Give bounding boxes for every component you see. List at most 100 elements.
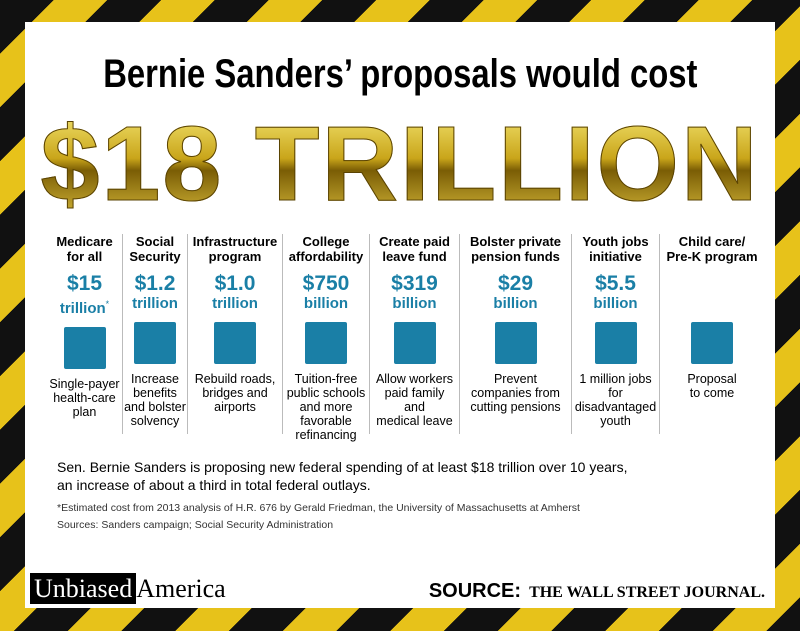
column-heading: Child care/Pre-K program: [660, 234, 764, 272]
heading-line: Medicare: [56, 234, 113, 249]
unit: trillion: [132, 295, 178, 312]
description-line: medical leave: [376, 414, 453, 428]
description-line: bridges and: [202, 386, 268, 400]
heading-line: affordability: [288, 249, 364, 264]
amount: [660, 272, 764, 296]
brand-left: Unbiased America: [30, 573, 226, 604]
heading-line: College: [302, 234, 350, 249]
description: Rebuild roads, bridges and airports: [188, 372, 282, 414]
icon: [691, 322, 733, 364]
brand-boxed: Unbiased: [30, 573, 137, 604]
heading-line: Security: [129, 249, 181, 264]
description-line: companies from: [471, 386, 560, 400]
description-line: benefits: [133, 386, 177, 400]
sources: Sources: Sanders campaign; Social Securi…: [57, 519, 334, 531]
description-line: airports: [214, 400, 256, 414]
amount: $5.5: [595, 272, 636, 295]
heading-line: for all: [66, 249, 103, 264]
description-line: Increase: [131, 372, 179, 386]
description-line: and bolster: [124, 400, 186, 414]
panel: Bernie Sanders’ proposals would cost $18…: [25, 22, 775, 608]
column-heading: Youth jobs initiative: [572, 234, 659, 272]
description-line: and: [404, 400, 425, 414]
unit: [660, 296, 764, 312]
icon: [134, 322, 176, 364]
heading-line: initiative: [589, 249, 642, 264]
description-line: Prevent: [493, 372, 538, 386]
description-line: plan: [72, 405, 97, 419]
heading-line: leave fund: [382, 249, 447, 264]
unit: billion: [593, 295, 638, 312]
description-line: solvency: [130, 414, 180, 428]
description-line: Rebuild roads,: [194, 372, 276, 386]
icon: [594, 322, 637, 364]
description-line: youth: [600, 414, 631, 428]
description: 1 million jobs for disadvantaged youth: [572, 372, 659, 428]
amount: $750: [302, 272, 350, 295]
icon: [393, 322, 436, 364]
description-line: disadvantaged: [574, 400, 657, 414]
description-line: Tuition-free: [294, 372, 358, 386]
heading-line: Social: [135, 234, 175, 249]
icon: [214, 322, 256, 364]
amount: $1.2: [134, 272, 176, 295]
summary-line: Sen. Bernie Sanders is proposing new fed…: [57, 459, 628, 475]
column: Youth jobs initiative $5.5 billion 1 million…: [572, 234, 660, 434]
column-heading: Social Security: [123, 234, 187, 272]
column-heading: College affordability: [283, 234, 369, 272]
unit: trillion: [212, 295, 258, 312]
description: Allow workers paid family and medical leave: [370, 372, 459, 428]
brand-plain: America: [136, 574, 226, 603]
icon: [494, 322, 537, 364]
heading-line: Create paid: [379, 234, 450, 249]
column-heading: Bolster private pension funds: [460, 234, 571, 272]
column: Create paid leave fund $319 billion Allow wo…: [370, 234, 460, 434]
brand-right: SOURCE: THE WALL STREET JOURNAL.: [429, 580, 765, 603]
column: Bolster private pension funds $29 billion Pr…: [460, 234, 572, 434]
unit: billion: [303, 295, 349, 312]
heading-line: Youth jobs: [582, 234, 649, 249]
column: College affordability $750 billion Tuition-f…: [283, 234, 370, 442]
description: Increase benefits and bolster solvency: [123, 372, 187, 428]
summary-line: an increase of about a third in total fe…: [57, 477, 371, 493]
description-line: 1 million jobs for: [579, 372, 652, 400]
amount: $319: [391, 272, 438, 295]
column: Infrastructure program $1.0 trillion Rebuild…: [188, 234, 283, 434]
description-line: Allow workers: [375, 372, 454, 386]
column-heading: Medicare for all: [47, 234, 122, 272]
description-line: Proposal: [687, 372, 737, 386]
summary: Sen. Bernie Sanders is proposing new fed…: [57, 458, 627, 494]
description: Proposal to come: [660, 372, 764, 400]
unit: billion: [493, 295, 538, 312]
source-label: SOURCE:: [428, 580, 522, 602]
unit: trillion*: [59, 299, 110, 317]
description-line: and more: [299, 400, 353, 414]
amount: $29: [497, 272, 534, 295]
description-line: paid family: [384, 386, 445, 400]
description-line: health-care: [53, 391, 116, 405]
source-name: THE WALL STREET JOURNAL.: [529, 584, 765, 601]
heading-line: Child care/: [678, 234, 746, 249]
description-line: Single-payer: [49, 377, 120, 391]
footnote: *Estimated cost from 2013 analysis of H.…: [57, 502, 580, 514]
column: Medicare for all $15 trillion* Single-payer h…: [47, 234, 123, 434]
column: Child care/Pre-K program Proposal to come: [660, 234, 764, 434]
description-line: cutting pensions: [470, 400, 561, 414]
heading-line: program: [208, 249, 262, 264]
icon: [305, 322, 347, 364]
heading-line: Infrastructure: [192, 234, 278, 249]
description-line: refinancing: [295, 428, 357, 442]
heading-line: pension funds: [471, 249, 560, 264]
headline: $18 TRILLION: [25, 104, 775, 225]
column-heading: Infrastructure program: [188, 234, 282, 272]
description: Tuition-free public schools and more favora…: [283, 372, 369, 442]
column: Social Security $1.2 trillion Increase benefi…: [123, 234, 188, 434]
amount: $1.0: [214, 272, 256, 295]
heading-line: Bolster private: [469, 234, 562, 249]
column-heading: Create paid leave fund: [370, 234, 459, 272]
icon: [63, 327, 106, 369]
description-line: to come: [689, 386, 735, 400]
title-text: Bernie Sanders’ proposals would cost: [102, 52, 698, 96]
amount: $15: [66, 272, 103, 295]
